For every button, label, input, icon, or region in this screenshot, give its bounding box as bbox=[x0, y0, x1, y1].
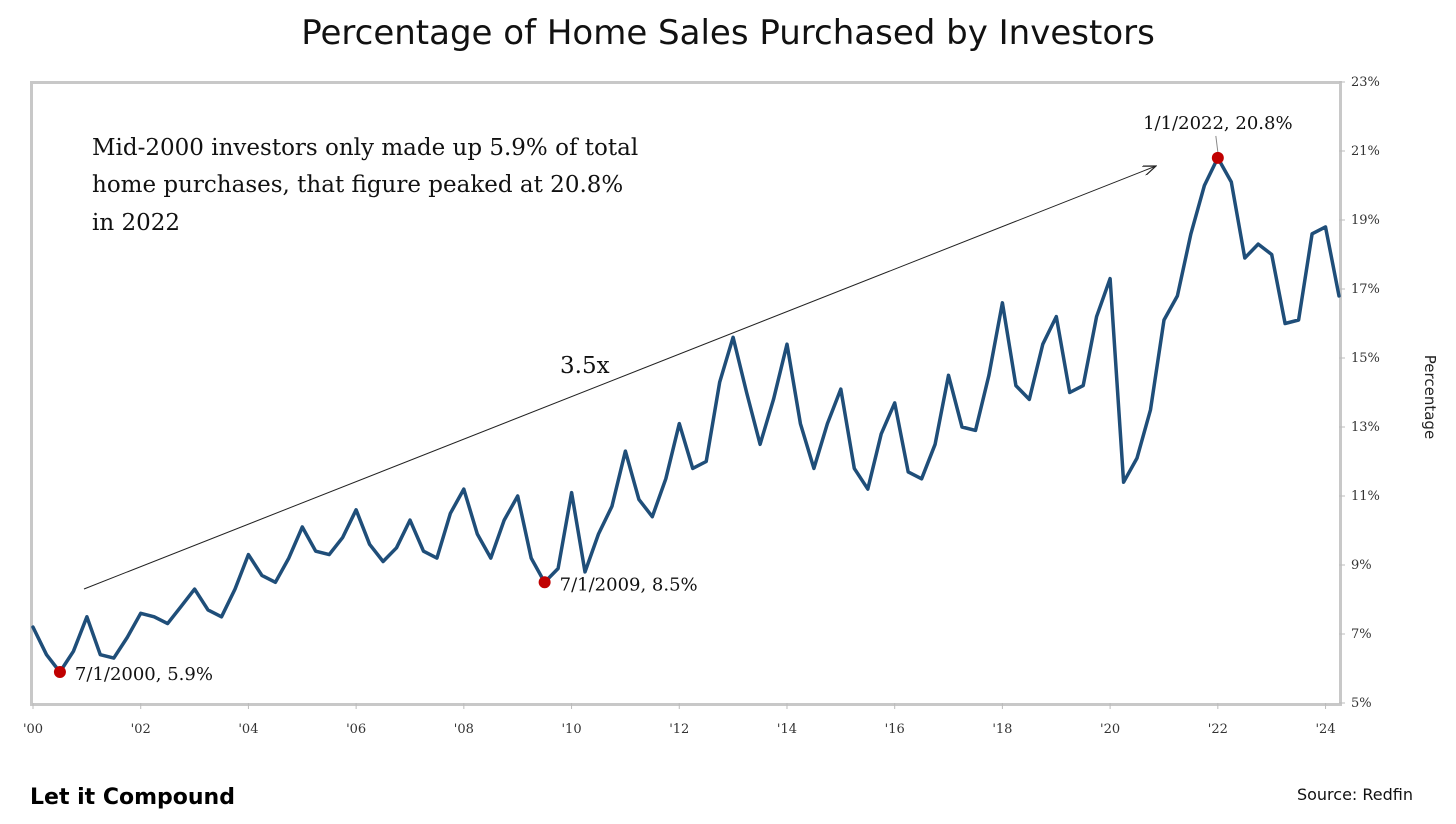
series-line bbox=[31, 156, 1341, 674]
y-axis-label: Percentage bbox=[1421, 355, 1439, 439]
plot-frame bbox=[30, 81, 1342, 706]
annotation-line-2: home purchases, that figure peaked at 20… bbox=[92, 172, 623, 198]
peak-leader-line bbox=[1215, 135, 1219, 152]
y-tick-label: 15% bbox=[1351, 351, 1380, 366]
y-tick-label: 17% bbox=[1351, 282, 1380, 297]
highlighted-points: 7/1/2000, 5.9% 7/1/2009, 8.5% 1/1/2022, 20… bbox=[53, 113, 1293, 685]
x-tick-label: '18 bbox=[992, 722, 1012, 737]
x-tick-label: '12 bbox=[669, 722, 689, 737]
y-axis: 5% 7% 9% 11% 13% 15% 17% 19% 21% 23% bbox=[1339, 75, 1380, 711]
y-tick-label: 13% bbox=[1351, 420, 1380, 435]
source-note: Source: Redfin bbox=[1297, 785, 1413, 804]
highlight-label-2: 1/1/2022, 20.8% bbox=[1143, 113, 1292, 134]
x-tick-label: '00 bbox=[23, 722, 43, 737]
y-tick-label: 11% bbox=[1351, 489, 1380, 504]
x-tick-label: '10 bbox=[561, 722, 581, 737]
annotation-line-1: Mid-2000 investors only made up 5.9% of … bbox=[92, 135, 638, 161]
y-tick-label: 5% bbox=[1351, 696, 1372, 711]
x-tick-label: '02 bbox=[131, 722, 151, 737]
x-tick-label: '16 bbox=[885, 722, 905, 737]
highlight-point-1 bbox=[538, 576, 551, 589]
x-tick-label: '08 bbox=[454, 722, 474, 737]
x-tick-label: '24 bbox=[1315, 722, 1335, 737]
chart-title: Percentage of Home Sales Purchased by In… bbox=[301, 13, 1155, 53]
x-axis: '00 '02 '04 '06 '08 '10 '12 '14 '16 '18 '20 '22 '24 bbox=[23, 703, 1336, 737]
x-tick-label: '22 bbox=[1208, 722, 1228, 737]
y-tick-label: 9% bbox=[1351, 558, 1372, 573]
x-tick-label: '06 bbox=[346, 722, 366, 737]
brand-logo: Let it Compound bbox=[30, 785, 235, 810]
y-tick-label: 21% bbox=[1351, 144, 1380, 159]
highlight-label-1: 7/1/2009, 8.5% bbox=[560, 574, 698, 595]
highlight-label-0: 7/1/2000, 5.9% bbox=[75, 664, 213, 685]
highlight-point-2 bbox=[1211, 151, 1224, 164]
y-tick-label: 19% bbox=[1351, 213, 1380, 228]
annotation-line-3: in 2022 bbox=[92, 210, 180, 236]
x-tick-label: '14 bbox=[777, 722, 797, 737]
y-tick-label: 7% bbox=[1351, 627, 1372, 642]
growth-arrow bbox=[83, 166, 1156, 590]
highlight-point-0 bbox=[53, 665, 66, 678]
growth-arrow-label: 3.5x bbox=[560, 353, 610, 379]
y-tick-label: 23% bbox=[1351, 75, 1380, 90]
x-tick-label: '20 bbox=[1100, 722, 1120, 737]
x-tick-label: '04 bbox=[238, 722, 258, 737]
